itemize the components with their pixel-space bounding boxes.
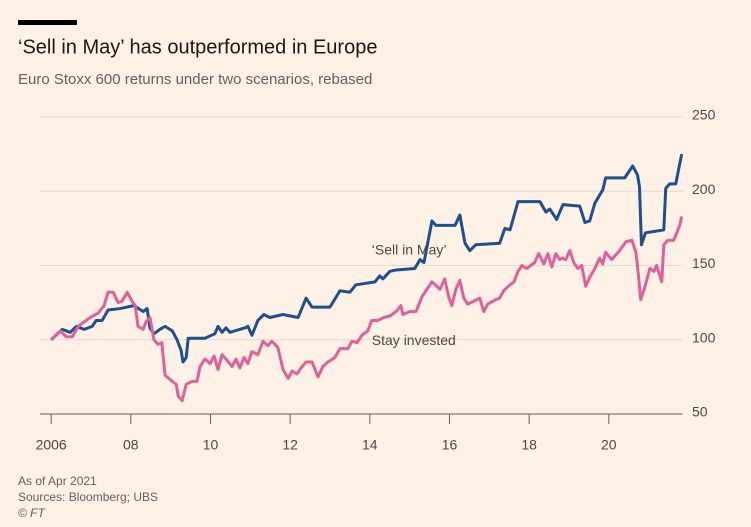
annotation: ‘Sell in May’ bbox=[372, 241, 447, 257]
source: Sources: Bloomberg; UBS bbox=[18, 490, 158, 504]
x-tick-label: 2006 bbox=[36, 437, 67, 453]
x-tick-label: 12 bbox=[282, 437, 298, 453]
y-tick-label: 250 bbox=[692, 107, 716, 123]
x-tick-label: 16 bbox=[442, 437, 458, 453]
x-tick-label: 08 bbox=[123, 437, 139, 453]
y-tick-label: 50 bbox=[692, 404, 708, 420]
x-tick-label: 10 bbox=[203, 437, 219, 453]
x-tick-label: 14 bbox=[362, 437, 378, 453]
chart-subtitle: Euro Stoxx 600 returns under two scenari… bbox=[18, 71, 372, 88]
x-tick-label: 20 bbox=[601, 437, 617, 453]
note: As of Apr 2021 bbox=[18, 474, 97, 488]
x-tick-label: 18 bbox=[521, 437, 537, 453]
chart-title: ‘Sell in May’ has outperformed in Europe bbox=[18, 36, 377, 58]
annotation: Stay invested bbox=[372, 332, 456, 348]
y-tick-label: 200 bbox=[692, 181, 716, 197]
header-bar bbox=[18, 20, 77, 25]
copyright: © FT bbox=[18, 506, 47, 520]
series-line bbox=[50, 216, 684, 403]
y-tick-label: 150 bbox=[692, 255, 716, 271]
y-tick-label: 100 bbox=[692, 329, 716, 345]
